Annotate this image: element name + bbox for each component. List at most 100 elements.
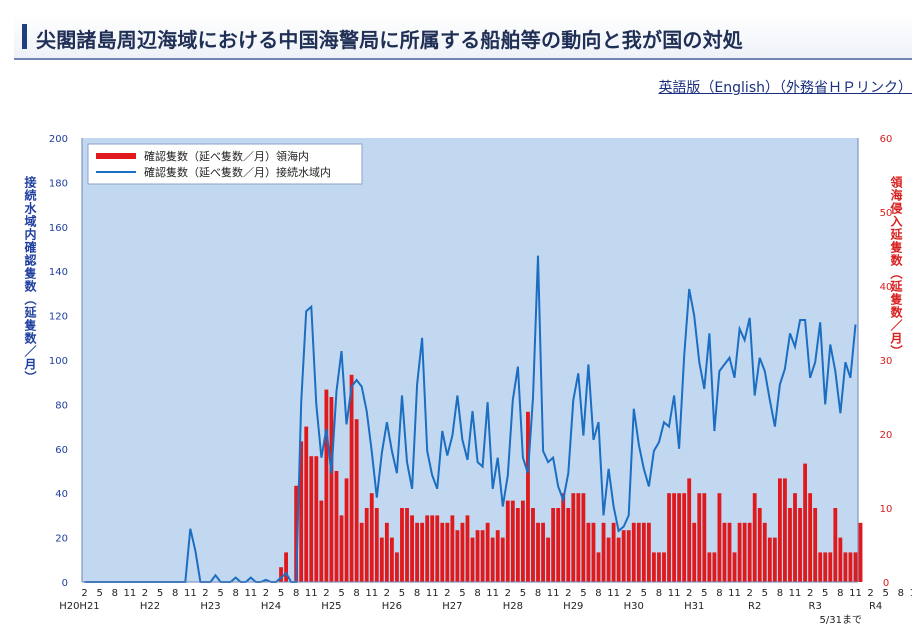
axes: 0 20 40 60 80 100 120 140 160 180 200 0 10 20 30 40 50 60…: [49, 134, 922, 612]
plot-area: [82, 138, 858, 582]
x-month-tick-label: 8: [837, 588, 843, 599]
territorial-sea-bar: [475, 530, 480, 582]
x-month-tick-label: 8: [474, 588, 480, 599]
territorial-sea-bar: [641, 522, 646, 582]
territorial-sea-bar: [712, 552, 717, 582]
territorial-sea-bar: [430, 515, 435, 582]
territorial-sea-bar: [732, 552, 737, 582]
page-title: 尖閣諸島周辺海域における中国海警局に所属する船舶等の動向と我が国の対処: [36, 28, 743, 52]
x-month-tick-label: 8: [535, 588, 541, 599]
territorial-sea-bar: [389, 537, 394, 582]
x-year-tick-label: R4: [869, 601, 882, 612]
x-month-tick-label: 11: [305, 588, 318, 599]
x-month-tick-label: 5: [278, 588, 284, 599]
territorial-sea-bar: [531, 508, 535, 582]
territorial-sea-bar: [652, 552, 656, 582]
territorial-sea-bar: [465, 515, 470, 582]
x-month-tick-label: 11: [728, 588, 741, 599]
y-right-tick-label: 0: [883, 578, 889, 589]
x-year-tick-label: H22: [140, 601, 160, 612]
territorial-sea-bar: [314, 456, 319, 582]
territorial-sea-bar: [747, 522, 752, 582]
territorial-sea-bar: [646, 522, 651, 582]
territorial-sea-bar: [460, 522, 465, 582]
territorial-sea-bar: [369, 493, 374, 582]
territorial-sea-bar: [364, 508, 369, 582]
territorial-sea-bar: [440, 522, 445, 582]
territorial-sea-bar: [601, 522, 606, 582]
territorial-sea-bar: [400, 508, 404, 582]
y-right-tick-label: 50: [880, 208, 893, 219]
x-month-tick-label: 2: [565, 588, 571, 599]
x-month-tick-label: 2: [263, 588, 269, 599]
territorial-sea-bar: [526, 411, 530, 582]
territorial-sea-bar: [485, 522, 490, 582]
territorial-sea-bar: [536, 522, 540, 582]
territorial-sea-bar: [374, 508, 379, 582]
territorial-sea-bar: [611, 522, 616, 582]
territorial-sea-bar: [767, 537, 772, 582]
territorial-sea-bar: [495, 530, 500, 582]
territorial-sea-bar: [757, 508, 762, 582]
territorial-sea-bar: [667, 493, 671, 582]
territorial-sea-bar: [616, 537, 621, 582]
territorial-sea-bar: [415, 522, 420, 582]
territorial-sea-bar: [480, 530, 485, 582]
x-month-tick-label: 5: [459, 588, 465, 599]
x-month-tick-label: 8: [898, 588, 904, 599]
territorial-sea-bar: [284, 552, 288, 582]
y-left-tick-label: 0: [62, 578, 68, 589]
x-month-tick-label: 2: [626, 588, 632, 599]
y-right-tick-label: 20: [880, 430, 893, 441]
x-month-tick-label: 8: [414, 588, 420, 599]
territorial-sea-bar: [682, 493, 687, 582]
territorial-sea-bar: [798, 508, 802, 582]
x-month-tick-label: 11: [547, 588, 560, 599]
title-bar: 尖閣諸島周辺海域における中国海警局に所属する船舶等の動向と我が国の対処: [14, 14, 912, 60]
x-month-tick-label: 11: [789, 588, 802, 599]
x-month-tick-label: 2: [142, 588, 148, 599]
x-month-tick-label: 11: [244, 588, 257, 599]
x-month-tick-label: 2: [202, 588, 208, 599]
english-version-link[interactable]: 英語版（English）（外務省ＨＰリンク）: [658, 80, 912, 96]
y-right-tick-label: 40: [880, 282, 893, 293]
territorial-sea-bar: [566, 508, 571, 582]
x-month-tick-label: 8: [777, 588, 783, 599]
territorial-sea-bar: [828, 552, 833, 582]
x-year-tick-label: R3: [809, 601, 822, 612]
x-month-tick-label: 8: [233, 588, 239, 599]
x-year-tick-label: R2: [748, 601, 761, 612]
x-month-tick-label: 11: [910, 588, 912, 599]
territorial-sea-bar: [571, 493, 576, 582]
x-month-tick-label: 2: [323, 588, 329, 599]
territorial-sea-bar: [309, 456, 314, 582]
x-month-tick-label: 5: [883, 588, 889, 599]
territorial-sea-bar: [435, 515, 440, 582]
territorial-sea-bar: [783, 478, 787, 582]
x-month-tick-label: 8: [656, 588, 662, 599]
territorial-sea-bar: [324, 389, 329, 582]
x-month-tick-label: 2: [505, 588, 511, 599]
territorial-sea-bar: [818, 552, 823, 582]
territorial-sea-bar: [762, 522, 767, 582]
territorial-sea-bar: [384, 522, 389, 582]
x-month-tick-label: 8: [595, 588, 601, 599]
y-right-tick-label: 10: [880, 504, 893, 515]
legend-box: [87, 143, 363, 185]
x-year-tick-label: H25: [321, 601, 341, 612]
territorial-sea-bar: [803, 463, 808, 582]
territorial-sea-bar: [505, 500, 510, 582]
legend-label-territorial: 確認隻数（延べ隻数／月）領海内: [144, 149, 309, 163]
vessel-trend-chart: 0 20 40 60 80 100 120 140 160 180 200 0 10 20 30 40 50 60…: [23, 134, 922, 626]
y-left-tick-label: 40: [55, 489, 68, 500]
territorial-sea-bar: [334, 471, 339, 582]
territorial-sea-bar: [420, 522, 425, 582]
territorial-sea-bar: [319, 500, 324, 582]
territorial-sea-bar: [556, 508, 561, 582]
territorial-sea-bar: [576, 493, 581, 582]
territorial-sea-bar: [294, 485, 299, 582]
territorial-sea-bar: [813, 508, 818, 582]
y-left-tick-label: 200: [49, 134, 68, 145]
x-month-tick-label: 2: [384, 588, 390, 599]
x-month-tick-label: 8: [353, 588, 359, 599]
